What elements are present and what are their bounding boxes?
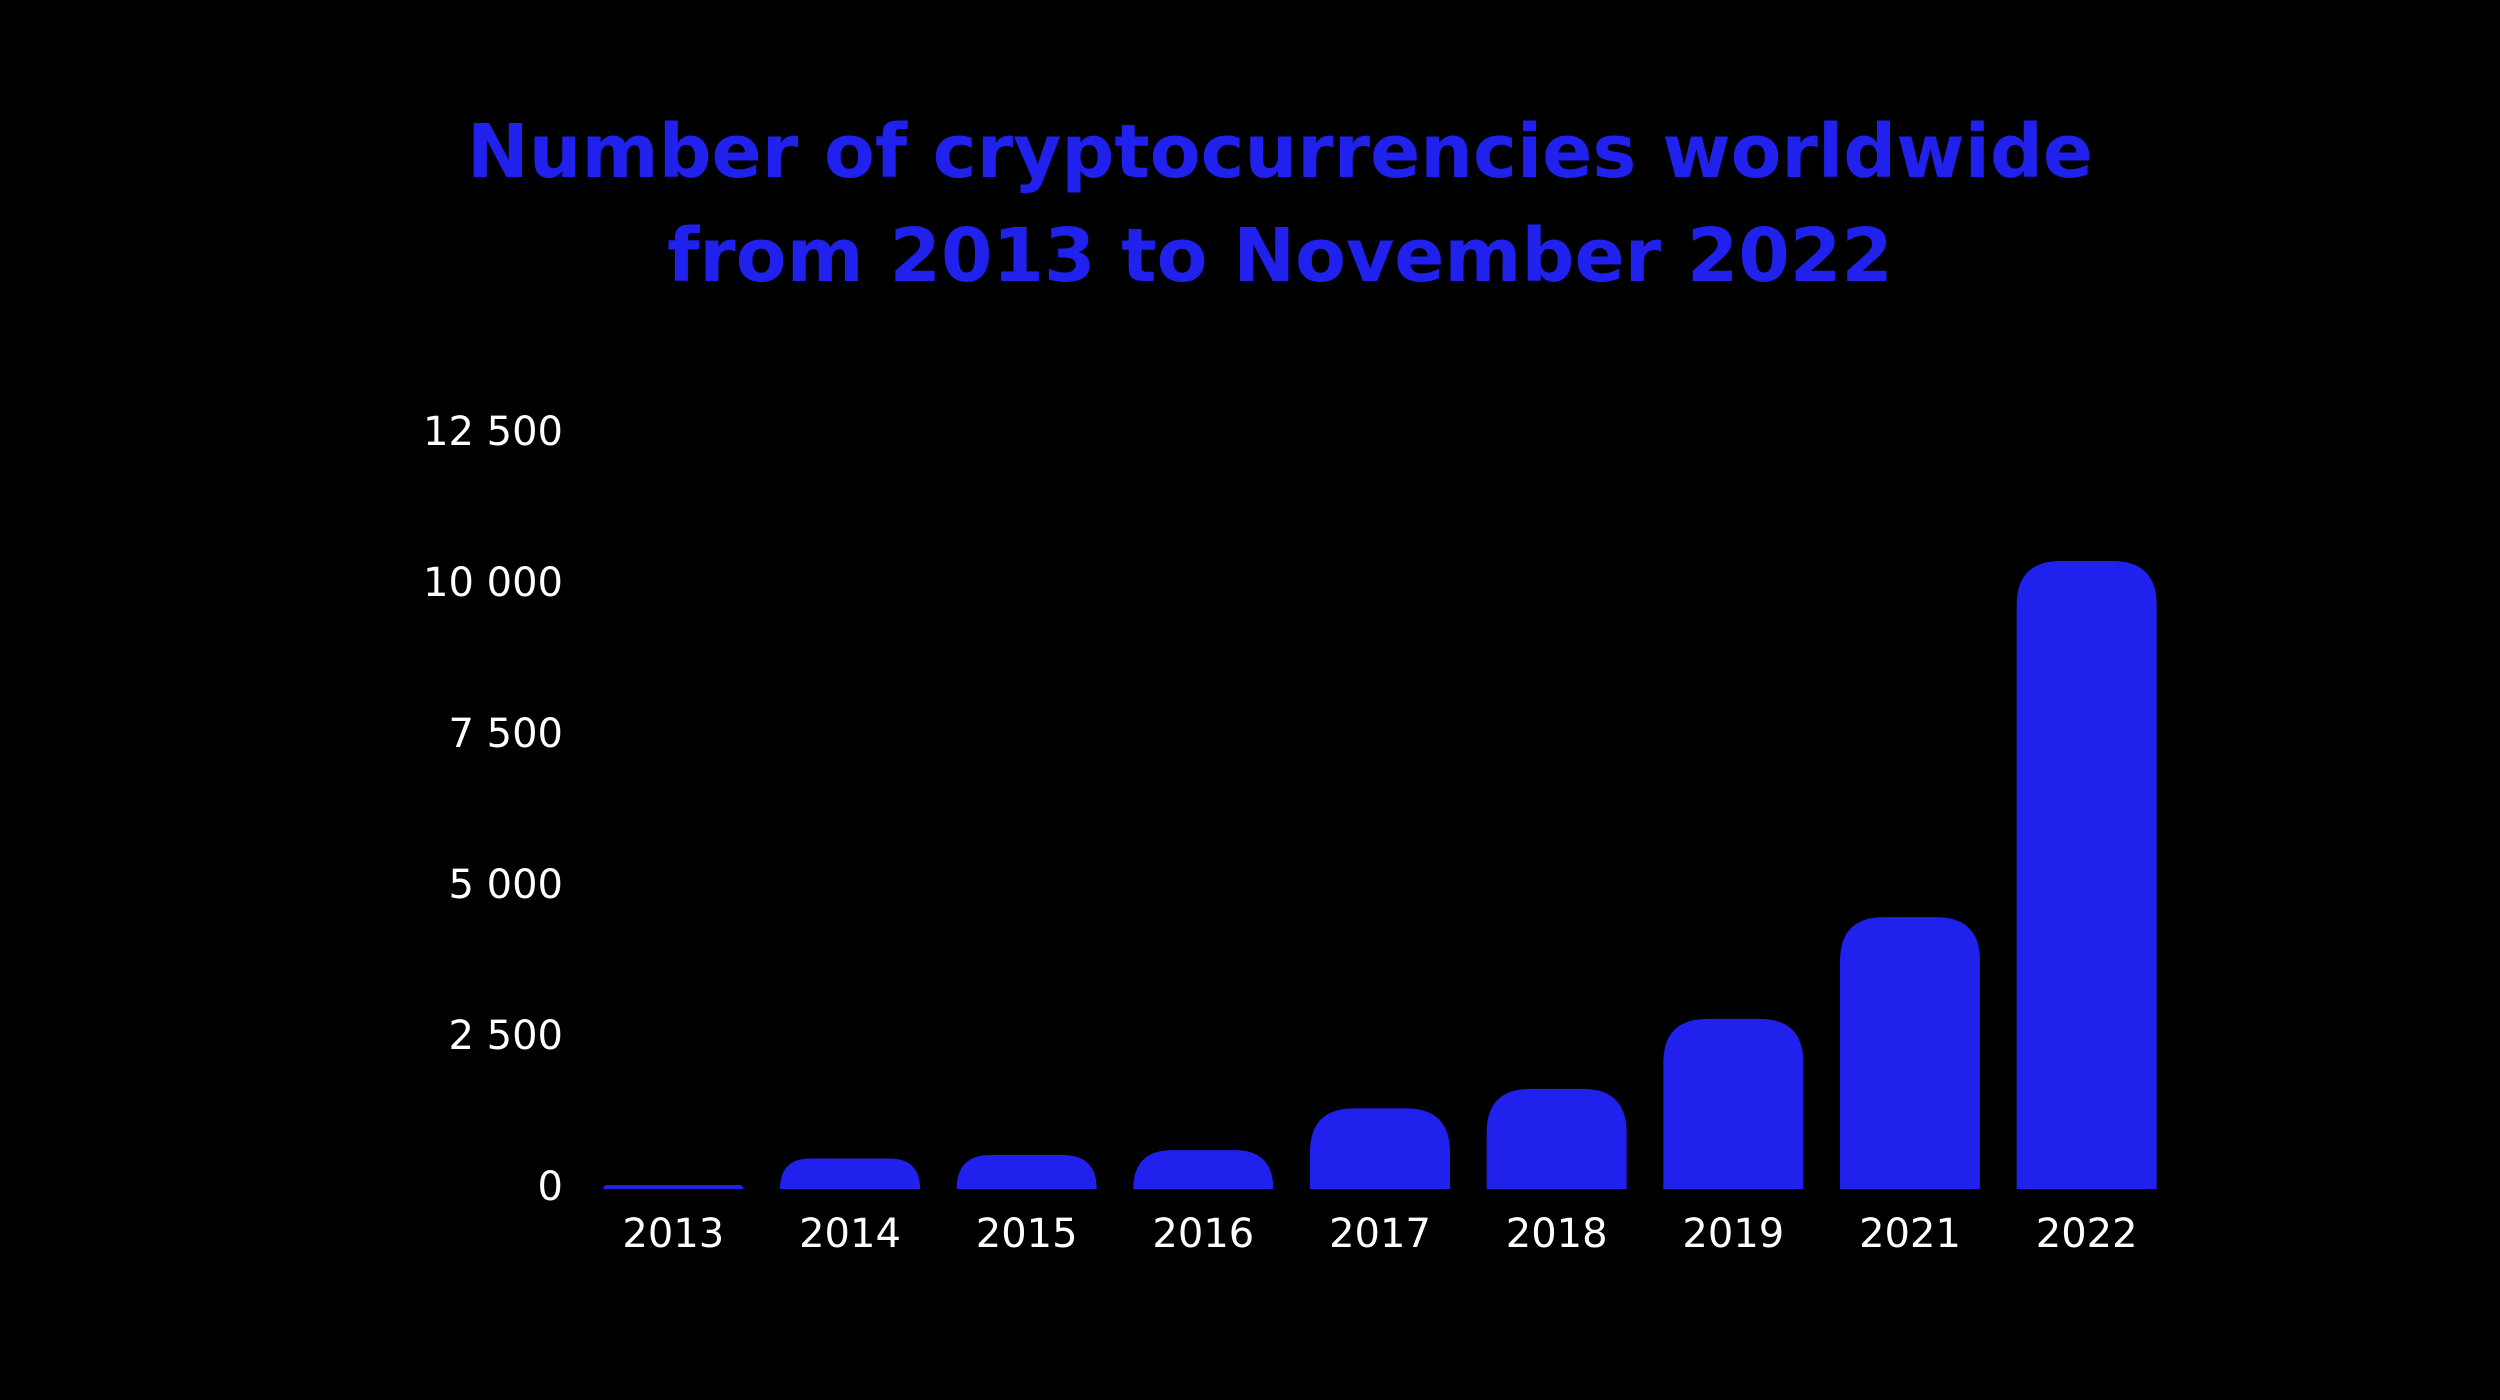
bar-2017 (1310, 1108, 1450, 1189)
bars (603, 561, 2157, 1189)
x-tick-label: 2016 (1152, 1211, 1254, 1257)
x-tick-label: 2021 (1859, 1211, 1961, 1257)
x-axis: 2013 2014 2015 2016 2017 2018 2019 2021 2022 (622, 1211, 2137, 1257)
x-tick-label: 2018 (1506, 1211, 1608, 1257)
x-tick-label: 2014 (799, 1211, 901, 1257)
x-tick-label: 2013 (622, 1211, 724, 1257)
y-tick-label: 2 500 (448, 1013, 563, 1059)
x-tick-label: 2017 (1329, 1211, 1431, 1257)
bar-2015 (956, 1155, 1097, 1189)
y-tick-label: 12 500 (423, 409, 563, 455)
bar-2022 (2016, 561, 2157, 1189)
x-tick-label: 2022 (2036, 1211, 2138, 1257)
y-tick-label: 10 000 (423, 560, 563, 606)
y-axis: 0 2 500 5 000 7 500 10 000 12 500 (423, 409, 563, 1210)
chart-title: Number of cryptocurrencies worldwide fro… (0, 100, 2500, 308)
bar-2019 (1663, 1018, 1804, 1189)
bar-2016 (1133, 1150, 1274, 1189)
bar-2021 (1840, 917, 1980, 1189)
y-tick-label: 5 000 (448, 862, 563, 908)
y-tick-label: 7 500 (448, 711, 563, 757)
bar-2013 (603, 1185, 744, 1189)
bar-2018 (1486, 1088, 1627, 1189)
x-tick-label: 2015 (976, 1211, 1078, 1257)
chart-title-line-1: Number of cryptocurrencies worldwide (466, 109, 2094, 195)
bar-2014 (780, 1158, 920, 1189)
chart-title-line-2: from 2013 to November 2022 (667, 213, 1893, 299)
y-tick-label: 0 (538, 1164, 563, 1210)
x-tick-label: 2019 (1682, 1211, 1784, 1257)
